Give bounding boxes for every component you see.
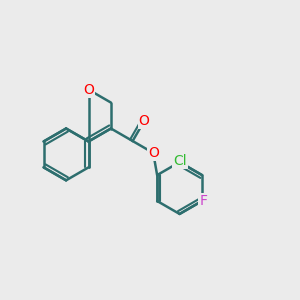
Text: O: O [83, 82, 94, 97]
Text: O: O [148, 146, 159, 160]
Text: O: O [139, 114, 150, 128]
Text: Cl: Cl [173, 154, 186, 168]
Text: F: F [200, 194, 208, 208]
